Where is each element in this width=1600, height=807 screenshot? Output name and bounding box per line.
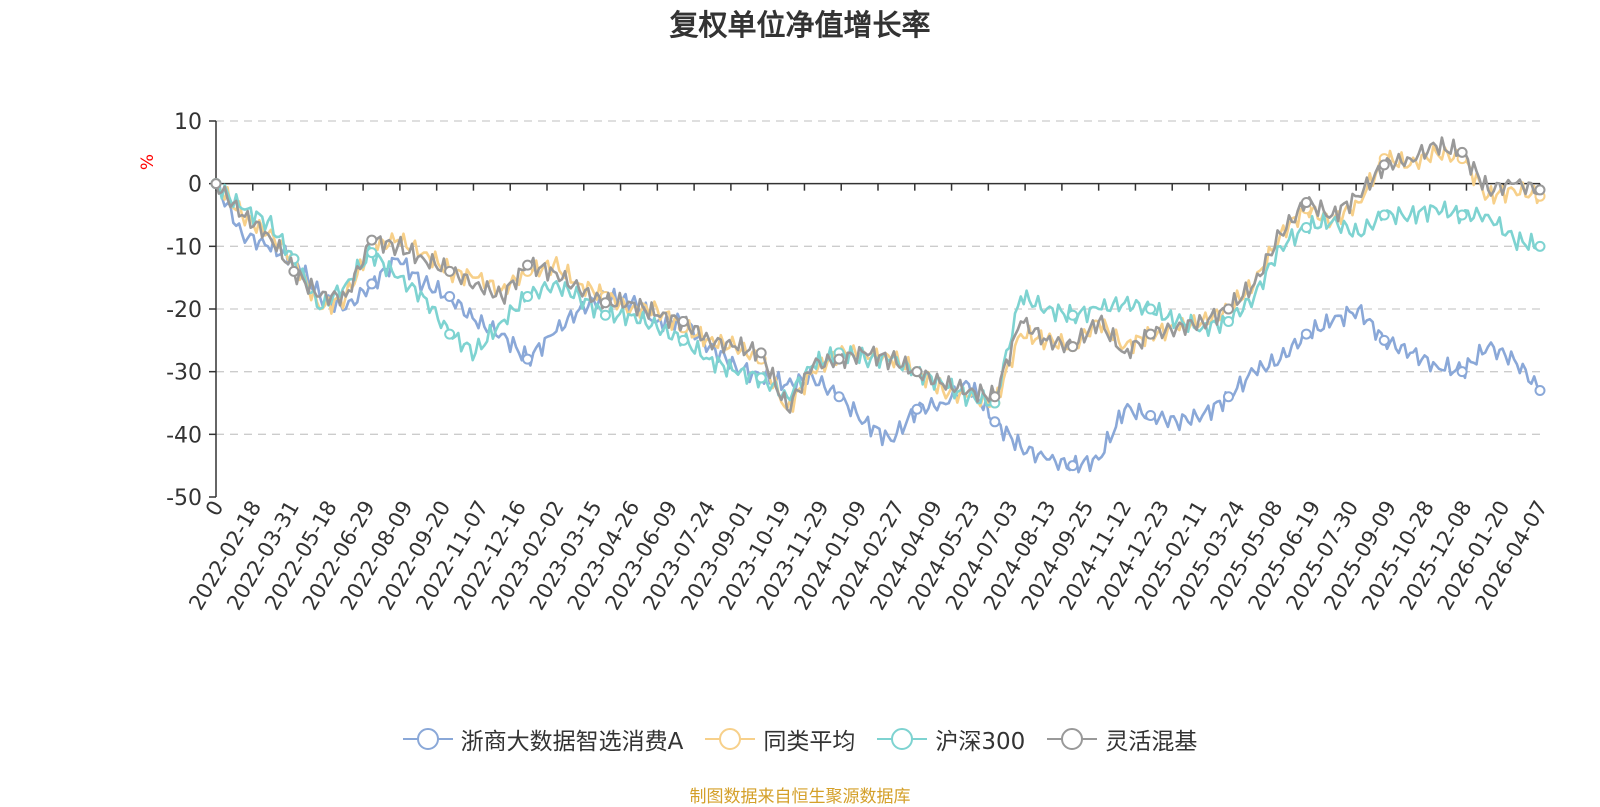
data-point[interactable] (1300, 222, 1312, 234)
y-tick-label: 10 (174, 110, 202, 135)
y-tick-label: -20 (166, 298, 202, 323)
legend-item[interactable]: 灵活混基 (1047, 722, 1197, 756)
y-tick-label: -30 (166, 361, 202, 386)
data-point[interactable] (522, 259, 534, 271)
data-point[interactable] (1145, 410, 1157, 422)
source-note: 制图数据来自恒生聚源数据库 (689, 787, 911, 807)
data-point[interactable] (1534, 240, 1546, 252)
y-axis-label: % (138, 154, 158, 170)
data-point[interactable] (366, 234, 378, 246)
data-point[interactable] (1222, 391, 1234, 403)
series-line (215, 180, 1542, 474)
data-point[interactable] (833, 353, 845, 365)
series-line (214, 136, 1542, 414)
data-point[interactable] (599, 309, 611, 321)
data-point[interactable] (833, 391, 845, 403)
data-point[interactable] (1222, 303, 1234, 315)
data-point[interactable] (755, 372, 767, 384)
data-point[interactable] (366, 278, 378, 290)
data-point[interactable] (1534, 384, 1546, 396)
series-layer (210, 136, 1546, 474)
legend-label: 同类平均 (763, 729, 856, 755)
data-point[interactable] (1456, 146, 1468, 158)
y-tick-label: -10 (166, 235, 202, 260)
data-point[interactable] (1067, 460, 1079, 472)
data-point[interactable] (1378, 209, 1390, 221)
legend-item[interactable]: 浙商大数据智选消费A (402, 722, 684, 756)
data-point[interactable] (1378, 334, 1390, 346)
legend-label: 灵活混基 (1105, 729, 1198, 755)
legend-marker-icon (877, 726, 928, 752)
data-point[interactable] (911, 403, 923, 415)
data-point[interactable] (1378, 159, 1390, 171)
data-point[interactable] (522, 290, 534, 302)
data-point[interactable] (677, 316, 689, 328)
legend-label: 沪深300 (935, 729, 1026, 755)
legend-item[interactable]: 沪深300 (877, 722, 1025, 756)
legend-item[interactable]: 同类平均 (705, 722, 855, 756)
legend-marker-icon (402, 726, 453, 752)
x-tick-label: 0 (201, 497, 228, 521)
data-point[interactable] (210, 178, 222, 190)
data-point[interactable] (288, 265, 300, 277)
y-tick-label: 0 (188, 173, 202, 198)
data-point[interactable] (444, 290, 456, 302)
data-point[interactable] (1222, 316, 1234, 328)
legend: 浙商大数据智选消费A 同类平均 沪深300 灵活混基 (0, 722, 1600, 756)
data-point[interactable] (1300, 196, 1312, 208)
grid-layer (216, 120, 1540, 435)
data-point[interactable] (522, 353, 534, 365)
legend-marker-icon (705, 726, 756, 752)
data-point[interactable] (444, 328, 456, 340)
data-point[interactable] (911, 366, 923, 378)
data-point[interactable] (1067, 309, 1079, 321)
y-tick-label: -40 (166, 423, 202, 448)
data-point[interactable] (1145, 303, 1157, 315)
data-point[interactable] (1145, 328, 1157, 340)
y-tick-label: -50 (166, 486, 202, 511)
legend-marker-icon (1047, 726, 1098, 752)
data-point[interactable] (1067, 341, 1079, 353)
chart-title: 复权单位净值增长率 (669, 8, 931, 42)
data-point[interactable] (677, 334, 689, 346)
data-point[interactable] (444, 265, 456, 277)
data-point[interactable] (366, 247, 378, 259)
legend-label: 浙商大数据智选消费A (460, 729, 684, 755)
data-point[interactable] (1300, 328, 1312, 340)
data-point[interactable] (989, 416, 1001, 428)
data-point[interactable] (1534, 184, 1546, 196)
data-point[interactable] (755, 347, 767, 359)
data-point[interactable] (599, 297, 611, 309)
data-point[interactable] (1456, 209, 1468, 221)
data-point[interactable] (1456, 366, 1468, 378)
data-point[interactable] (989, 391, 1001, 403)
